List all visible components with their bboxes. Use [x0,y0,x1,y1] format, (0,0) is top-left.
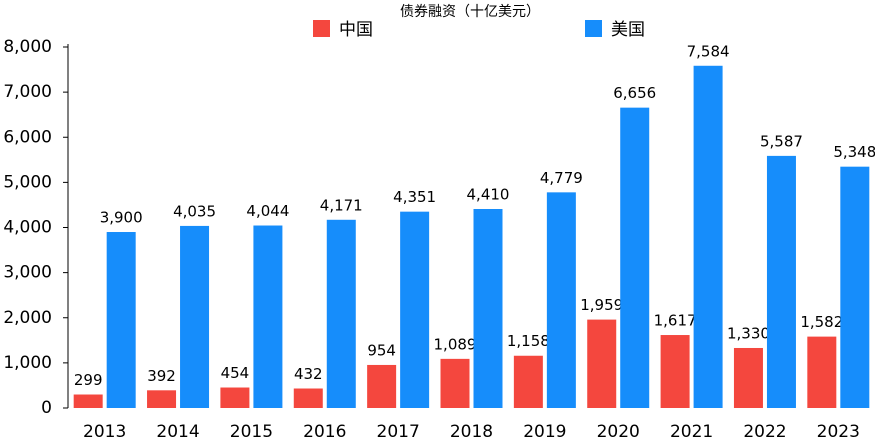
x-tick-label: 2022 [743,422,786,441]
value-label: 299 [74,371,103,389]
x-tick-label: 2018 [450,422,493,441]
bar [693,65,723,408]
bar [807,336,837,408]
value-label: 5,587 [760,132,803,150]
bar [400,211,430,408]
value-label: 1,089 [434,335,477,353]
value-label: 4,410 [467,185,510,203]
x-tick-label: 2019 [523,422,566,441]
y-tick-label: 5,000 [3,172,52,192]
value-label: 1,330 [727,324,770,342]
bar [367,364,397,408]
x-tick-label: 2021 [670,422,713,441]
bar [546,192,576,408]
y-tick-label: 7,000 [3,82,52,102]
bar [180,225,210,408]
x-tick-label: 2023 [817,422,860,441]
value-label: 432 [294,365,323,383]
bar [587,319,617,408]
y-tick-label: 2,000 [3,308,52,328]
bar [660,335,690,408]
legend-label: 美国 [611,20,645,40]
bar [106,232,136,408]
bar [620,107,650,408]
legend-label: 中国 [339,20,373,40]
value-label: 4,351 [393,188,436,206]
bar [766,155,796,408]
x-tick-label: 2015 [230,422,273,441]
value-label: 3,900 [100,209,143,227]
bar [840,166,870,408]
bar [293,388,323,408]
y-tick-label: 0 [41,398,52,418]
value-label: 1,158 [507,332,550,350]
value-label: 1,959 [580,296,623,314]
value-label: 4,044 [246,202,289,220]
x-tick-label: 2013 [83,422,126,441]
x-tick-label: 2020 [597,422,640,441]
y-tick-label: 3,000 [3,263,52,283]
value-label: 454 [221,364,250,382]
bar [513,355,543,408]
value-label: 1,582 [800,313,843,331]
value-label: 4,171 [320,196,363,214]
bar [733,347,763,408]
y-tick-label: 4,000 [3,218,52,238]
x-tick-label: 2016 [303,422,346,441]
value-label: 4,035 [173,202,216,220]
chart-title: 债券融资（十亿美元） [400,4,540,20]
bar [440,358,470,408]
y-tick-label: 8,000 [3,37,52,57]
value-label: 954 [367,341,396,359]
bar [253,225,283,408]
value-label: 7,584 [687,42,730,60]
legend-swatch [313,20,330,37]
x-tick-label: 2014 [156,422,199,441]
bar [326,219,356,408]
value-label: 5,348 [833,143,875,161]
bar [473,208,503,408]
bar [220,387,250,408]
value-label: 6,656 [613,84,656,102]
bar [147,390,177,408]
x-tick-label: 2017 [377,422,420,441]
y-tick-label: 6,000 [3,127,52,147]
legend-swatch [585,20,602,37]
y-tick-label: 1,000 [3,353,52,373]
value-label: 1,617 [654,312,697,330]
value-label: 392 [147,367,176,385]
bar [73,394,103,408]
value-label: 4,779 [540,169,583,187]
